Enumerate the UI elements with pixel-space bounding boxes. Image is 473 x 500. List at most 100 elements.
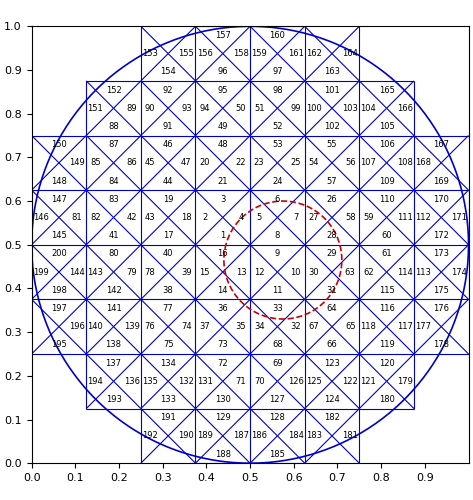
Text: 78: 78 (145, 268, 155, 276)
Text: 21: 21 (218, 176, 228, 186)
Text: 135: 135 (142, 377, 158, 386)
Text: 42: 42 (126, 213, 137, 222)
Text: 124: 124 (324, 395, 340, 404)
Text: 22: 22 (236, 158, 246, 168)
Text: 172: 172 (433, 231, 449, 240)
Text: 14: 14 (218, 286, 228, 295)
Text: 99: 99 (290, 104, 301, 112)
Text: 10: 10 (290, 268, 301, 276)
Text: 131: 131 (197, 377, 212, 386)
Text: 148: 148 (51, 176, 67, 186)
Text: 59: 59 (363, 213, 374, 222)
Text: 186: 186 (251, 432, 267, 440)
Text: 1: 1 (220, 231, 226, 240)
Text: 50: 50 (236, 104, 246, 112)
Text: 54: 54 (308, 158, 319, 168)
Text: 107: 107 (360, 158, 377, 168)
Text: 87: 87 (108, 140, 119, 149)
Text: 180: 180 (379, 395, 394, 404)
Text: 150: 150 (51, 140, 67, 149)
Text: 176: 176 (433, 304, 449, 313)
Text: 158: 158 (233, 49, 249, 58)
Text: 55: 55 (327, 140, 337, 149)
Text: 126: 126 (288, 377, 304, 386)
Text: 83: 83 (108, 194, 119, 203)
Text: 41: 41 (108, 231, 119, 240)
Text: 170: 170 (433, 194, 449, 203)
Text: 101: 101 (324, 86, 340, 94)
Text: 134: 134 (160, 358, 176, 368)
Text: 137: 137 (105, 358, 122, 368)
Text: 3: 3 (220, 194, 226, 203)
Text: 142: 142 (105, 286, 122, 295)
Text: 146: 146 (33, 213, 49, 222)
Text: 106: 106 (379, 140, 394, 149)
Text: 151: 151 (88, 104, 103, 112)
Text: 198: 198 (51, 286, 67, 295)
Text: 115: 115 (379, 286, 394, 295)
Text: 71: 71 (236, 377, 246, 386)
Text: 97: 97 (272, 68, 283, 76)
Text: 169: 169 (433, 176, 449, 186)
Text: 196: 196 (69, 322, 85, 331)
Text: 62: 62 (363, 268, 374, 276)
Text: 89: 89 (126, 104, 137, 112)
Text: 154: 154 (160, 68, 176, 76)
Text: 102: 102 (324, 122, 340, 131)
Text: 179: 179 (397, 377, 413, 386)
Text: 13: 13 (236, 268, 246, 276)
Text: 75: 75 (163, 340, 174, 349)
Text: 119: 119 (379, 340, 394, 349)
Text: 46: 46 (163, 140, 174, 149)
Text: 110: 110 (379, 194, 394, 203)
Text: 61: 61 (381, 250, 392, 258)
Text: 27: 27 (308, 213, 319, 222)
Text: 47: 47 (181, 158, 192, 168)
Text: 100: 100 (306, 104, 322, 112)
Text: 173: 173 (433, 250, 449, 258)
Text: 52: 52 (272, 122, 283, 131)
Text: 34: 34 (254, 322, 264, 331)
Text: 68: 68 (272, 340, 283, 349)
Text: 17: 17 (163, 231, 174, 240)
Text: 103: 103 (342, 104, 358, 112)
Text: 153: 153 (142, 49, 158, 58)
Text: 86: 86 (126, 158, 137, 168)
Text: 165: 165 (379, 86, 394, 94)
Text: 171: 171 (452, 213, 467, 222)
Text: 159: 159 (251, 49, 267, 58)
Text: 155: 155 (178, 49, 194, 58)
Text: 5: 5 (256, 213, 262, 222)
Text: 149: 149 (69, 158, 85, 168)
Text: 36: 36 (218, 304, 228, 313)
Text: 38: 38 (163, 286, 174, 295)
Text: 138: 138 (105, 340, 122, 349)
Text: 117: 117 (397, 322, 413, 331)
Text: 44: 44 (163, 176, 174, 186)
Text: 63: 63 (345, 268, 356, 276)
Text: 168: 168 (415, 158, 431, 168)
Text: 132: 132 (178, 377, 194, 386)
Text: 56: 56 (345, 158, 356, 168)
Text: 24: 24 (272, 176, 283, 186)
Text: 28: 28 (327, 231, 337, 240)
Text: 8: 8 (275, 231, 280, 240)
Text: 190: 190 (178, 432, 194, 440)
Text: 40: 40 (163, 250, 174, 258)
Text: 108: 108 (397, 158, 413, 168)
Text: 152: 152 (105, 86, 122, 94)
Text: 191: 191 (160, 413, 176, 422)
Text: 197: 197 (51, 304, 67, 313)
Text: 53: 53 (272, 140, 283, 149)
Text: 109: 109 (379, 176, 394, 186)
Text: 98: 98 (272, 86, 283, 94)
Text: 20: 20 (199, 158, 210, 168)
Text: 94: 94 (199, 104, 210, 112)
Text: 84: 84 (108, 176, 119, 186)
Text: 141: 141 (105, 304, 122, 313)
Text: 96: 96 (218, 68, 228, 76)
Text: 95: 95 (218, 86, 228, 94)
Text: 143: 143 (88, 268, 103, 276)
Text: 140: 140 (88, 322, 103, 331)
Text: 58: 58 (345, 213, 356, 222)
